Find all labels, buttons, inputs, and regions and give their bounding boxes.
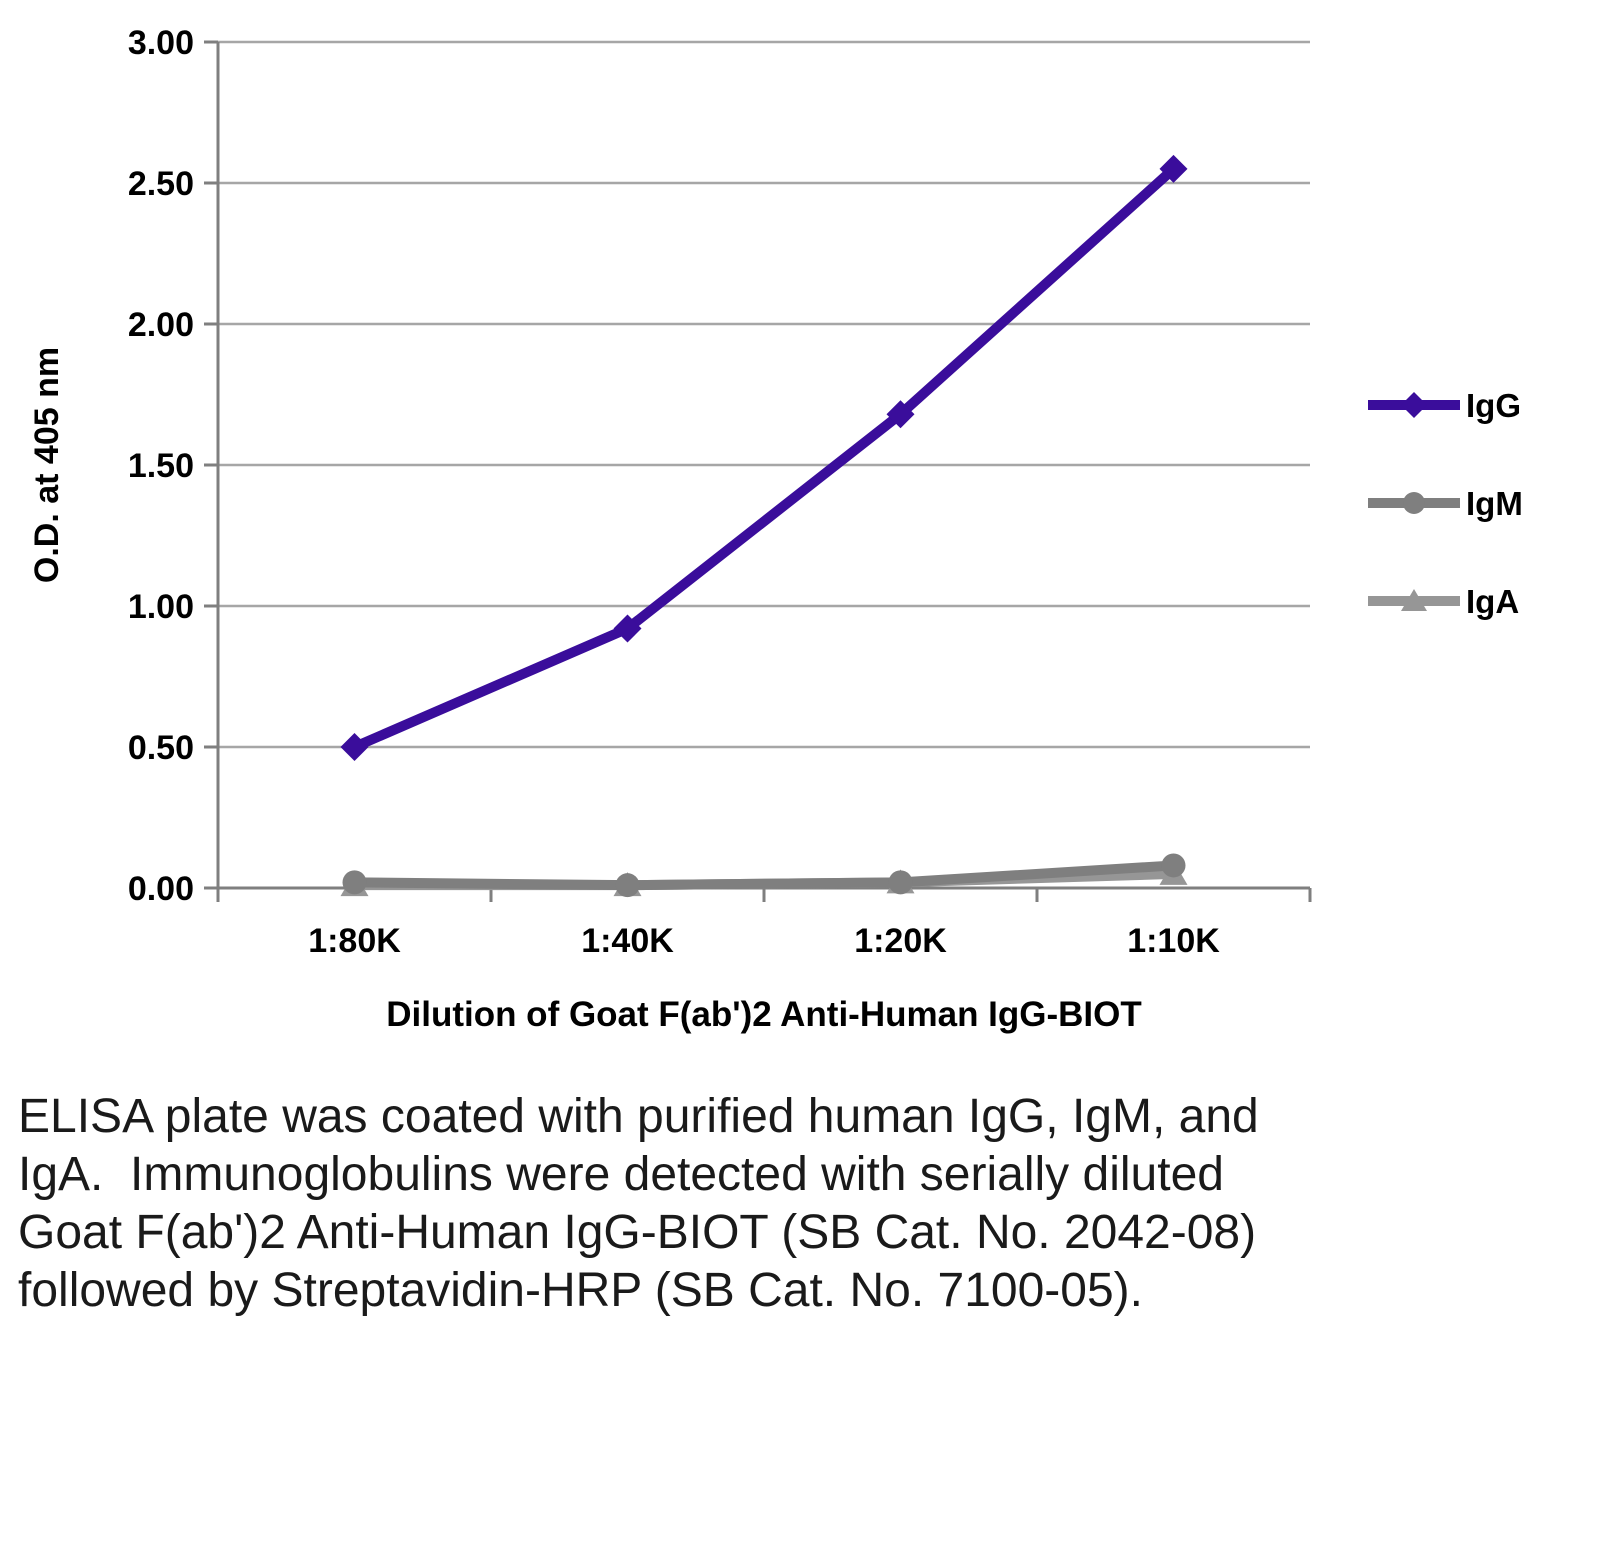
y-axis-title: O.D. at 405 nm bbox=[28, 347, 66, 583]
svg-text:1:40K: 1:40K bbox=[581, 922, 674, 960]
svg-text:2.50: 2.50 bbox=[128, 165, 194, 203]
svg-text:1:80K: 1:80K bbox=[308, 922, 401, 960]
legend-item-IgA: IgA bbox=[1368, 583, 1519, 620]
y-tick-labels: 0.00 0.50 1.00 1.50 2.00 2.50 3.00 bbox=[128, 24, 194, 908]
svg-text:1.50: 1.50 bbox=[128, 447, 194, 485]
svg-text:IgG: IgG bbox=[1466, 387, 1521, 424]
axes bbox=[204, 40, 1312, 902]
series-IgM bbox=[342, 853, 1186, 898]
legend-item-IgM: IgM bbox=[1368, 485, 1523, 522]
elisa-line-chart: 0.000.501.001.502.002.503.001:80K 1:40K 1:… bbox=[28, 24, 1523, 1034]
series-IgG bbox=[340, 154, 1188, 761]
legend-item-IgG: IgG bbox=[1368, 387, 1521, 424]
svg-text:1.00: 1.00 bbox=[128, 588, 194, 626]
legend: IgG IgM IgA bbox=[1368, 387, 1523, 620]
x-axis-title: Dilution of Goat F(ab')2 Anti-Human IgG-… bbox=[386, 995, 1142, 1034]
svg-text:1:20K: 1:20K bbox=[854, 922, 947, 960]
svg-text:2.00: 2.00 bbox=[128, 306, 194, 344]
figure-caption: ELISA plate was coated with purified hum… bbox=[18, 1090, 1273, 1318]
svg-text:IgM: IgM bbox=[1466, 485, 1523, 522]
svg-text:0.50: 0.50 bbox=[128, 729, 194, 767]
svg-text:1:10K: 1:10K bbox=[1127, 922, 1220, 960]
svg-text:0.00: 0.00 bbox=[128, 870, 194, 908]
svg-text:3.00: 3.00 bbox=[128, 24, 194, 62]
gridlines bbox=[218, 40, 1310, 749]
x-tick-labels: 1:80K 1:40K 1:20K 1:10K bbox=[308, 922, 1220, 960]
svg-text:IgA: IgA bbox=[1466, 583, 1519, 620]
